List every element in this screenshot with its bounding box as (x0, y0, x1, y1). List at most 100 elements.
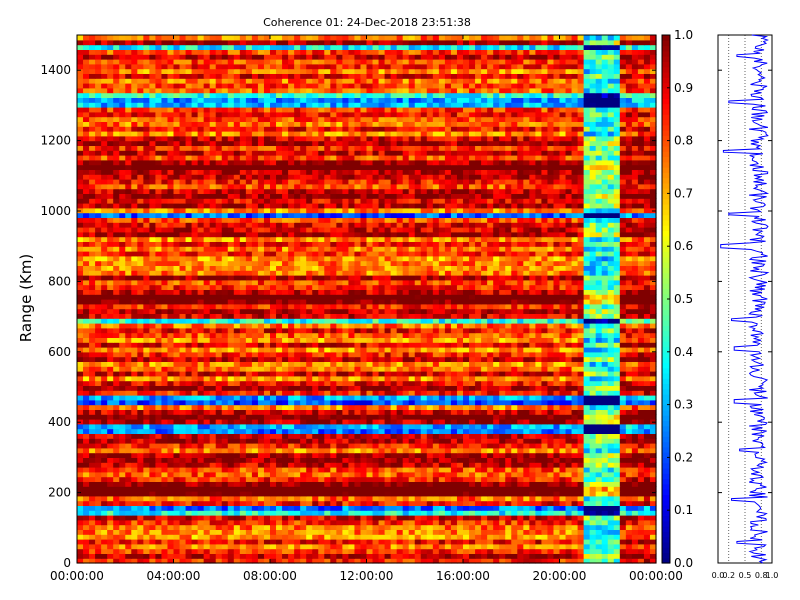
heatmap-cell (360, 399, 368, 406)
heatmap-cell (432, 366, 440, 372)
heatmap-cell (438, 500, 446, 506)
heatmap-cell (444, 491, 452, 497)
heatmap-cell (565, 399, 573, 406)
heatmap-cell (384, 524, 392, 530)
heatmap-cell (420, 347, 428, 353)
heatmap-cell (227, 505, 235, 511)
heatmap-cell (589, 419, 597, 425)
heatmap-cell (505, 337, 512, 343)
heatmap-cell (408, 385, 416, 391)
heatmap-cell (535, 539, 543, 545)
heatmap-cell (384, 390, 392, 396)
heatmap-cell (227, 548, 235, 554)
heatmap-cell (239, 342, 247, 348)
heatmap-cell (571, 491, 579, 497)
heatmap-cell (270, 467, 277, 473)
heatmap-cell (481, 404, 488, 410)
heatmap-cell (481, 337, 488, 343)
heatmap-cell (619, 323, 627, 329)
heatmap-cell (119, 313, 126, 319)
heatmap-cell (426, 380, 434, 386)
heatmap-cell (505, 447, 512, 454)
heatmap-cell (306, 380, 313, 386)
heatmap-cell (402, 409, 410, 415)
heatmap-cell (396, 443, 404, 449)
heatmap-cell (390, 505, 398, 511)
heatmap-cell (155, 491, 163, 497)
heatmap-cell (601, 342, 609, 348)
heatmap-cell (396, 543, 404, 550)
heatmap-cell (83, 327, 90, 334)
heatmap-cell (276, 433, 283, 439)
heatmap-cell (257, 500, 265, 506)
heatmap-cell (209, 371, 217, 377)
heatmap-cell (360, 380, 368, 386)
heatmap-cell (511, 529, 518, 535)
heatmap-cell (95, 347, 102, 353)
heatmap-cell (161, 452, 169, 458)
heatmap-cell (143, 505, 150, 511)
heatmap-cell (649, 491, 657, 497)
heatmap-cell (619, 558, 627, 564)
heatmap-cell (270, 529, 277, 535)
heatmap-cell (348, 543, 356, 550)
heatmap-cell (197, 385, 205, 391)
heatmap-cell (113, 534, 120, 540)
heatmap-cell (595, 443, 603, 449)
heatmap-cell (312, 399, 319, 406)
heatmap-cell (131, 505, 138, 511)
heatmap-cell (155, 519, 163, 526)
heatmap-cell (131, 452, 138, 458)
heatmap-cell (125, 452, 132, 458)
heatmap-cell (511, 467, 518, 473)
heatmap-cell (456, 543, 464, 550)
heatmap-cell (167, 443, 175, 449)
heatmap-cell (179, 318, 187, 324)
heatmap-cell (637, 467, 645, 473)
heatmap-cell (89, 443, 96, 449)
heatmap-cell (408, 404, 416, 410)
heatmap-cell (113, 337, 120, 343)
heatmap-cell (481, 385, 488, 391)
heatmap-cell (89, 491, 96, 497)
heatmap-cell (312, 452, 319, 458)
heatmap-cell (523, 327, 530, 334)
heatmap-cell (167, 323, 175, 329)
heatmap-cell (354, 399, 362, 406)
heatmap-cell (475, 327, 482, 334)
heatmap-cell (197, 534, 205, 540)
heatmap-cell (107, 467, 114, 473)
heatmap-cell (113, 495, 120, 502)
heatmap-cell (378, 524, 386, 530)
heatmap-cell (523, 399, 530, 406)
heatmap-cell (257, 495, 265, 502)
heatmap-cell (173, 505, 181, 511)
heatmap-cell (245, 438, 253, 444)
heatmap-cell (263, 447, 271, 454)
heatmap-cell (233, 515, 241, 521)
heatmap-cell (517, 500, 524, 506)
heatmap-cell (77, 443, 84, 449)
heatmap-cell (197, 486, 205, 492)
heatmap-cell (107, 419, 114, 425)
heatmap-cell (384, 447, 392, 454)
heatmap-cell (276, 366, 283, 372)
heatmap-cell (239, 366, 247, 372)
heatmap-cell (167, 505, 175, 511)
heatmap-cell (444, 457, 452, 463)
heatmap-cell (577, 543, 585, 550)
heatmap-cell (541, 519, 549, 526)
heatmap-cell (529, 323, 536, 329)
heatmap-cell (444, 519, 452, 526)
heatmap-cell (619, 318, 627, 324)
heatmap-cell (511, 486, 518, 492)
heatmap-cell (155, 380, 163, 386)
heatmap-cell (125, 342, 132, 348)
heatmap-cell (643, 481, 651, 487)
heatmap-cell (559, 486, 567, 492)
heatmap-cell (475, 515, 482, 521)
heatmap-cell (131, 395, 138, 401)
heatmap-cell (450, 390, 458, 396)
heatmap-cell (499, 371, 506, 377)
heatmap-cell (282, 395, 289, 401)
